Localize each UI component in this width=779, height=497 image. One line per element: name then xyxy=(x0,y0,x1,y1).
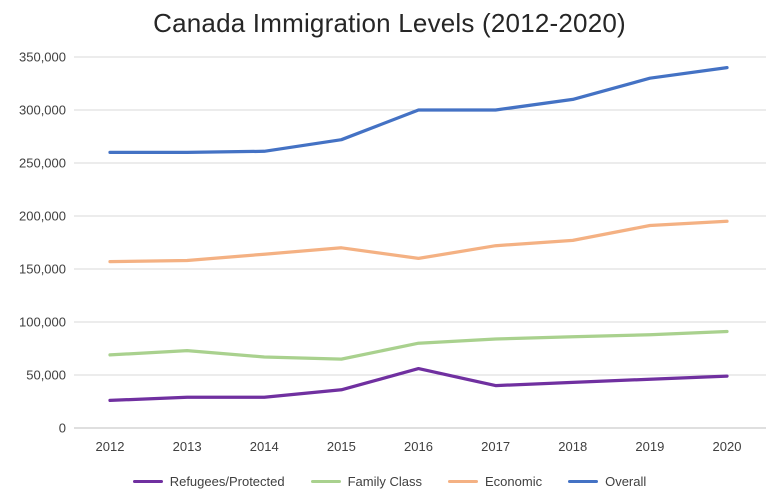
legend-swatch-icon xyxy=(448,479,479,484)
x-axis-tick-label: 2018 xyxy=(558,439,587,454)
legend-item-refugees-protected: Refugees/Protected xyxy=(132,474,285,489)
x-axis-tick-label: 2016 xyxy=(404,439,433,454)
legend: Refugees/Protected Family Class Economic Ov… xyxy=(0,474,779,489)
y-axis-tick-label: 100,000 xyxy=(19,315,66,330)
legend-item-economic: Economic xyxy=(448,474,542,489)
y-axis-tick-label: 300,000 xyxy=(19,103,66,118)
x-axis-tick-label: 2020 xyxy=(713,439,742,454)
legend-label: Overall xyxy=(605,474,647,489)
legend-swatch-icon xyxy=(132,479,163,484)
legend-label: Family Class xyxy=(347,474,423,489)
y-axis-tick-label: 50,000 xyxy=(26,368,66,383)
chart-title: Canada Immigration Levels (2012-2020) xyxy=(153,8,626,38)
y-axis-tick-label: 150,000 xyxy=(19,262,66,277)
x-axis-tick-label: 2013 xyxy=(173,439,202,454)
legend-item-overall: Overall xyxy=(568,474,646,489)
x-axis-tick-label: 2014 xyxy=(250,439,279,454)
y-axis-tick-label: 250,000 xyxy=(19,156,66,171)
legend-label: Refugees/Protected xyxy=(169,474,285,489)
x-axis-tick-label: 2019 xyxy=(635,439,664,454)
series-line-refugees-protected xyxy=(108,366,729,403)
series-line-family-class xyxy=(108,329,729,361)
y-axis-tick-label: 350,000 xyxy=(19,50,66,65)
legend-item-family-class: Family Class xyxy=(310,474,423,489)
legend-label: Economic xyxy=(485,474,543,489)
x-axis-tick-label: 2017 xyxy=(481,439,510,454)
legend-swatch-icon xyxy=(568,479,599,484)
series-line-overall xyxy=(108,65,729,155)
x-axis-tick-label: 2012 xyxy=(96,439,125,454)
series-line-economic xyxy=(108,219,729,264)
legend-swatch-icon xyxy=(310,479,341,484)
x-axis-tick-label: 2015 xyxy=(327,439,356,454)
y-axis-tick-label: 200,000 xyxy=(19,209,66,224)
y-axis-tick-label: 0 xyxy=(59,421,66,436)
